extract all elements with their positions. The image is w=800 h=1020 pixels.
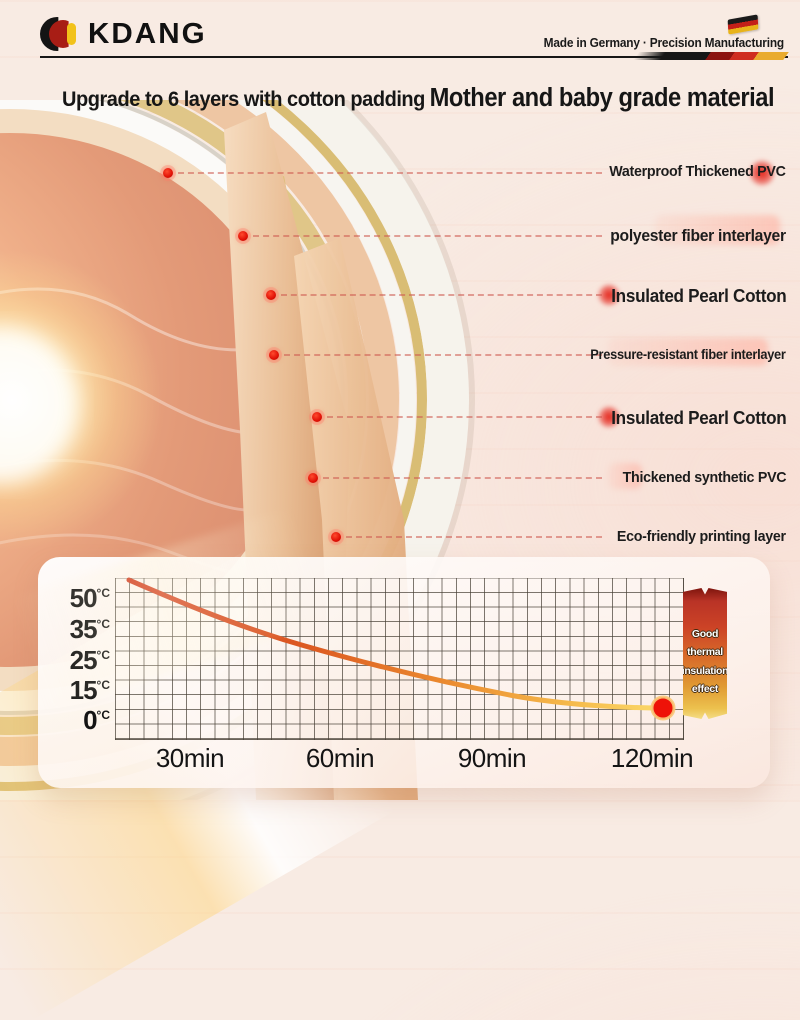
badge-line: thermal (687, 646, 723, 659)
label-highlight (655, 215, 780, 245)
headline: Upgrade to 6 layers with cotton padding … (62, 84, 775, 113)
logo-bar-yellow (67, 23, 76, 45)
header-divider (40, 56, 788, 58)
layer-label: Pressure-resistant fiber interlayer (590, 347, 787, 362)
layer-marker-dot (308, 473, 318, 483)
layer-marker-dot (269, 350, 279, 360)
leader-line (323, 477, 602, 479)
leader-line (346, 536, 602, 538)
y-axis-tick: 0°C (83, 705, 110, 735)
badge-line: effect (691, 682, 719, 695)
header: KDANG Made in Germany · Precision Manufa… (0, 0, 800, 60)
leader-line (284, 354, 602, 356)
label-highlight (608, 338, 768, 366)
headline-right: Mother and baby grade material (429, 84, 775, 112)
headline-left: Upgrade to 6 layers with cotton padding (62, 87, 425, 111)
layer-label: Waterproof Thickened PVC (609, 163, 787, 180)
header-divider-flag-tail (633, 52, 789, 60)
label-highlight (749, 160, 775, 186)
y-axis-tick: 50°C (69, 583, 110, 613)
made-in-tagline: Made in Germany · Precision Manufacturin… (543, 36, 785, 50)
label-highlight (608, 463, 642, 489)
leader-line (178, 172, 602, 174)
insulation-badge: Good thermal insulation effect (683, 588, 727, 719)
leader-line (281, 294, 602, 296)
y-axis-tick: 15°C (69, 675, 110, 705)
brand-name: KDANG (88, 17, 207, 50)
layer-label: Eco-friendly printing layer (617, 528, 786, 545)
layer-label: polyester fiber interlayer (610, 227, 786, 245)
layer-label: Insulated Pearl Cotton (610, 286, 786, 306)
degree-unit: °C (96, 617, 110, 631)
layer-label: Insulated Pearl Cotton (610, 408, 786, 428)
degree-unit: °C (96, 586, 110, 600)
curve-endpoint-dot (650, 695, 676, 721)
layer-marker-dot (331, 532, 341, 542)
badge-line: insulation (681, 664, 729, 677)
label-highlight (598, 406, 620, 428)
layer-marker-dot (312, 412, 322, 422)
x-axis-tick: 90min (457, 743, 527, 773)
y-axis-tick: 35°C (69, 614, 110, 644)
brand-logo: KDANG (40, 16, 207, 52)
label-highlight (598, 284, 620, 306)
layer-marker-dot (163, 168, 173, 178)
badge-line: Good (691, 627, 719, 640)
leader-line (327, 416, 602, 418)
y-axis-tick: 25°C (69, 645, 110, 675)
x-axis-tick: 30min (155, 743, 225, 773)
temperature-chart-card: 50°C 35°C 25°C 15°C 0°C 30min 60min 90mi… (38, 557, 770, 788)
layer-label: Thickened synthetic PVC (622, 469, 786, 486)
degree-unit: °C (96, 708, 110, 722)
logo-crescent-red (49, 20, 69, 48)
leader-line (253, 235, 602, 237)
german-flag-icon (727, 14, 759, 35)
x-axis-tick: 60min (305, 743, 375, 773)
chart-grid (115, 578, 684, 740)
crescent-rings-logo-icon (40, 16, 88, 52)
degree-unit: °C (96, 648, 110, 662)
layer-marker-dot (266, 290, 276, 300)
x-axis-tick: 120min (610, 743, 694, 773)
temperature-curve (126, 577, 676, 721)
degree-unit: °C (96, 678, 110, 692)
warm-glow (0, 250, 162, 550)
layer-marker-dot (238, 231, 248, 241)
